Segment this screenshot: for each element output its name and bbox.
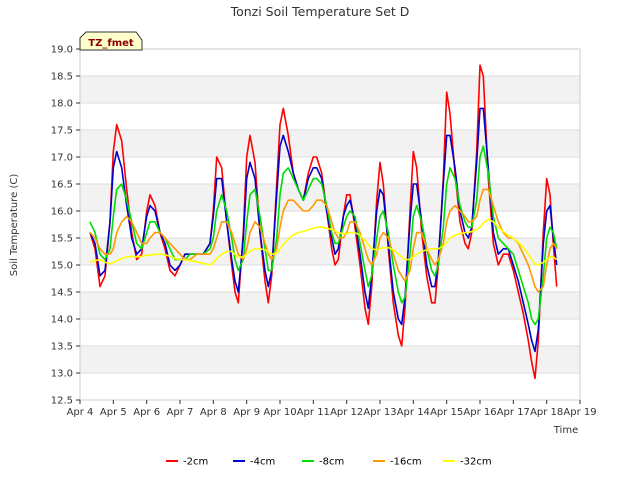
legend: -2cm -4cm -8cm -16cm -32cm	[166, 457, 492, 468]
x-tick-label: Apr 15	[430, 407, 463, 418]
y-tick-label: 13.5	[51, 342, 73, 353]
y-tick-label: 17.5	[51, 126, 73, 137]
plot-frame	[79, 48, 581, 401]
y-tick-label: 12.5	[51, 396, 73, 407]
x-tick-label: Apr 7	[167, 407, 194, 418]
plot-bands	[80, 76, 580, 373]
y-tick-label: 14.0	[51, 315, 73, 326]
plot-band	[80, 238, 580, 265]
x-tick-label: Apr 6	[133, 407, 160, 418]
x-tick-label: Apr 16	[463, 407, 496, 418]
x-tick-label: Apr 18	[530, 407, 563, 418]
plot-band	[80, 292, 580, 319]
y-tick-label: 18.0	[51, 99, 73, 110]
x-tick-label: Apr 14	[397, 407, 430, 418]
legend-label: -32cm	[460, 457, 492, 468]
x-axis-label: Time	[553, 425, 578, 436]
x-tick-label: Apr 5	[100, 407, 127, 418]
series-line-32cm	[89, 218, 558, 266]
plot-band	[80, 184, 580, 211]
series-lines	[89, 64, 558, 380]
plot-band	[80, 346, 580, 373]
x-axis-ticks: Apr 4 Apr 5 Apr 6 Apr 7 Apr 8 Apr 9 Apr 10 Apr …	[67, 400, 597, 418]
y-tick-label: 16.5	[51, 180, 73, 191]
y-tick-label: 18.5	[51, 72, 73, 83]
y-axis-label: Soil Temperature (C)	[9, 174, 20, 277]
site-badge: TZ_fmet	[79, 31, 143, 51]
legend-label: -16cm	[390, 457, 422, 468]
site-badge-label: TZ_fmet	[88, 38, 134, 49]
y-tick-label: 13.0	[51, 369, 73, 380]
x-tick-label: Apr 11	[297, 407, 330, 418]
x-tick-label: Apr 8	[200, 407, 227, 418]
x-tick-label: Apr 19	[563, 407, 596, 418]
x-tick-label: Apr 10	[263, 407, 296, 418]
legend-label: -2cm	[183, 457, 208, 468]
series-line-16cm	[89, 188, 558, 293]
plot-band	[80, 76, 580, 103]
y-tick-label: 14.5	[51, 288, 73, 299]
legend-label: -8cm	[319, 457, 344, 468]
x-tick-label: Apr 13	[363, 407, 396, 418]
y-tick-label: 15.0	[51, 261, 73, 272]
y-tick-label: 17.0	[51, 153, 73, 164]
chart-title: Tonzi Soil Temperature Set D	[230, 4, 410, 19]
y-tick-label: 19.0	[51, 45, 73, 56]
series-line-2cm	[89, 64, 558, 380]
x-tick-label: Apr 4	[67, 407, 94, 418]
y-axis-ticks: 12.5 13.0 13.5 14.0 14.5 15.0 15.5 16.0 16.5 17.0…	[51, 45, 80, 407]
legend-label: -4cm	[250, 457, 275, 468]
x-tick-label: Apr 9	[233, 407, 260, 418]
series-line-4cm	[89, 107, 558, 353]
y-tick-label: 16.0	[51, 207, 73, 218]
x-tick-label: Apr 17	[497, 407, 530, 418]
y-tick-label: 15.5	[51, 234, 73, 245]
plot-band	[80, 130, 580, 157]
series-line-8cm	[89, 145, 558, 326]
x-tick-label: Apr 12	[330, 407, 363, 418]
